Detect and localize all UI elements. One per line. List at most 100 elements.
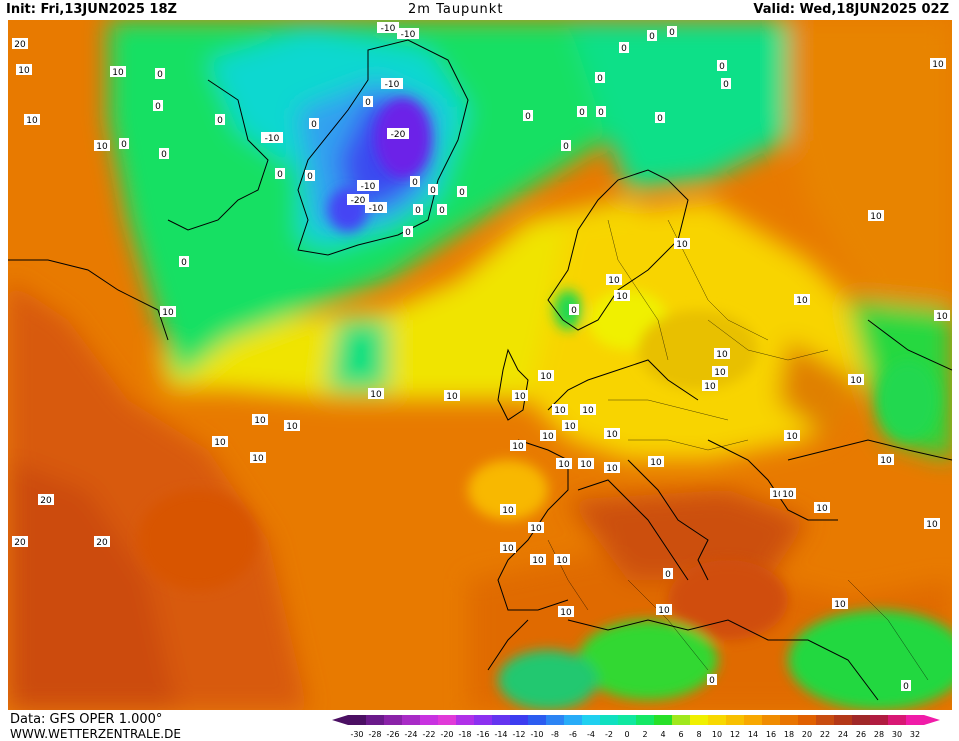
- svg-text:10: 10: [370, 390, 382, 400]
- contour-label: 10: [16, 64, 32, 76]
- colorbar-swatch: [708, 715, 726, 725]
- contour-label: 0: [428, 184, 438, 196]
- contour-label: 10: [794, 294, 810, 306]
- svg-text:10: 10: [936, 312, 948, 322]
- svg-text:10: 10: [786, 432, 798, 442]
- contour-label: 10: [770, 488, 786, 500]
- footer-bar: Data: GFS OPER 1.000° WWW.WETTERZENTRALE…: [0, 710, 959, 741]
- contour-label: 10: [250, 452, 266, 464]
- svg-text:10: 10: [26, 116, 38, 126]
- svg-text:10: 10: [558, 460, 570, 470]
- contour-label: -10: [365, 202, 387, 214]
- contour-label: 10: [558, 606, 574, 618]
- colorbar-tick-label: 8: [696, 730, 701, 739]
- svg-text:-10: -10: [401, 30, 416, 40]
- svg-text:0: 0: [277, 170, 283, 180]
- svg-text:10: 10: [616, 292, 628, 302]
- contour-label: 10: [934, 310, 950, 322]
- contour-label: 0: [179, 256, 189, 268]
- contour-label: 10: [212, 436, 228, 448]
- svg-text:-20: -20: [351, 196, 366, 206]
- colorbar-tick-label: -4: [587, 730, 595, 739]
- colorbar-swatch: [690, 715, 708, 725]
- colorbar-swatch: [528, 715, 546, 725]
- contour-label: 10: [552, 404, 568, 416]
- contour-label: 0: [155, 68, 165, 80]
- colorbar-tick-label: 16: [766, 730, 776, 739]
- contour-label: -10: [377, 22, 399, 34]
- contour-label: 0: [577, 106, 587, 118]
- contour-label: 20: [94, 536, 110, 548]
- contour-label: 10: [512, 390, 528, 402]
- contour-label: 0: [523, 110, 533, 122]
- contour-label: 0: [596, 106, 606, 118]
- colorbar-swatch: [456, 715, 474, 725]
- svg-text:10: 10: [540, 372, 552, 382]
- contour-label: 0: [275, 168, 285, 180]
- svg-text:10: 10: [772, 490, 784, 500]
- contour-label: 0: [153, 100, 163, 112]
- colorbar-tick-label: -30: [350, 730, 363, 739]
- colorbar-tick-label: 28: [874, 730, 884, 739]
- svg-text:10: 10: [932, 60, 944, 70]
- svg-text:10: 10: [880, 456, 892, 466]
- contour-label: 0: [215, 114, 225, 126]
- colorbar-swatch: [474, 715, 492, 725]
- colorbar-swatch: [582, 715, 600, 725]
- colorbar-swatch: [492, 715, 510, 725]
- colorbar-tick-label: -6: [569, 730, 577, 739]
- colorbar-over-arrow: [924, 715, 940, 725]
- svg-text:-10: -10: [265, 134, 280, 144]
- svg-text:0: 0: [649, 32, 655, 42]
- colorbar-tick-label: -12: [512, 730, 525, 739]
- svg-text:10: 10: [252, 454, 264, 464]
- svg-text:0: 0: [217, 116, 223, 126]
- colorbar-swatch: [564, 715, 582, 725]
- colorbar-swatch: [798, 715, 816, 725]
- colorbar-tick-label: -22: [422, 730, 435, 739]
- svg-text:10: 10: [870, 212, 882, 222]
- colorbar-swatch: [618, 715, 636, 725]
- colorbar-tick-label: -28: [368, 730, 381, 739]
- contour-label: 10: [540, 430, 556, 442]
- svg-text:20: 20: [96, 538, 108, 548]
- svg-text:10: 10: [608, 276, 620, 286]
- colorbar-swatch: [420, 715, 438, 725]
- colorbar-swatch: [672, 715, 690, 725]
- contour-label: 10: [656, 604, 672, 616]
- contour-label: 0: [901, 680, 911, 692]
- colorbar-tick-label: 10: [712, 730, 722, 739]
- colorbar-tick-label: -16: [476, 730, 489, 739]
- colorbar-swatch: [906, 715, 924, 725]
- contour-label: 10: [284, 420, 300, 432]
- colorbar-tick-label: 14: [748, 730, 758, 739]
- svg-text:0: 0: [709, 676, 715, 686]
- colorbar-tick-label: 6: [678, 730, 683, 739]
- contour-label: 10: [674, 238, 690, 250]
- contour-label: 0: [663, 568, 673, 580]
- colorbar-swatch: [510, 715, 528, 725]
- contour-label: 10: [878, 454, 894, 466]
- map-canvas: 10 10101000000000010-10-10-20-10-10-20000…: [8, 20, 952, 710]
- colorbar-tick-label: -20: [440, 730, 453, 739]
- contour-label: 10: [580, 404, 596, 416]
- svg-text:0: 0: [365, 98, 371, 108]
- contour-label: 10: [94, 140, 110, 152]
- svg-text:10: 10: [658, 606, 670, 616]
- svg-text:0: 0: [405, 228, 411, 238]
- svg-text:10: 10: [502, 506, 514, 516]
- contour-label: 10: [606, 274, 622, 286]
- contour-label: 20: [12, 38, 28, 50]
- colorbar-tick-label: 30: [892, 730, 902, 739]
- svg-text:10: 10: [650, 458, 662, 468]
- colorbar-swatch: [888, 715, 906, 725]
- svg-text:20: 20: [14, 40, 26, 50]
- colorbar-swatch: [366, 715, 384, 725]
- contour-label: 10: [784, 430, 800, 442]
- svg-text:0: 0: [439, 206, 445, 216]
- map-title: 2m Taupunkt: [408, 2, 504, 17]
- svg-text:0: 0: [430, 186, 436, 196]
- contour-label: 0: [437, 204, 447, 216]
- colorbar-swatch: [726, 715, 744, 725]
- svg-text:0: 0: [665, 570, 671, 580]
